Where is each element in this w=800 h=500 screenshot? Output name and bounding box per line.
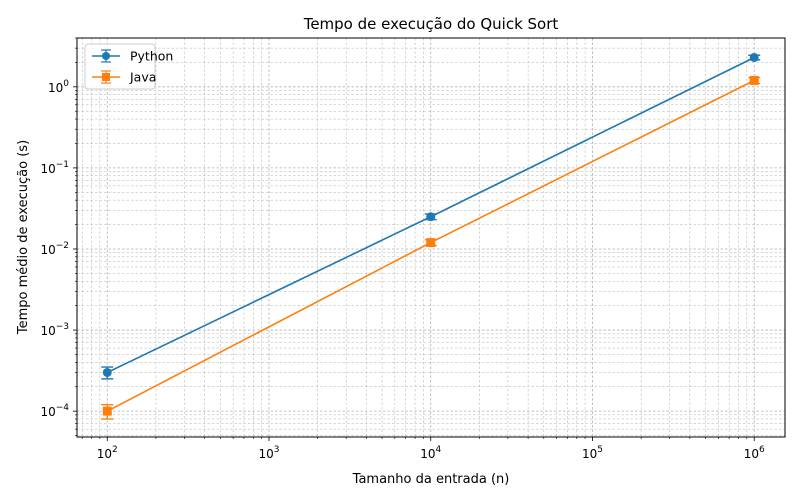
legend-label-java: Java: [129, 70, 156, 85]
data-point-java: [749, 75, 759, 85]
series-layer: [101, 52, 761, 420]
data-point-python: [102, 367, 112, 377]
y-axis-label: Tempo médio de execução (s): [16, 140, 31, 335]
data-point-java: [426, 238, 436, 248]
data-point-python: [426, 212, 436, 222]
legend-marker-python: [102, 52, 110, 60]
legend-marker-java: [102, 73, 110, 81]
data-point-java: [102, 406, 112, 416]
x-axis-label: Tamanho da entrada (n): [352, 472, 510, 487]
grid: [77, 37, 785, 437]
legend-label-python: Python: [130, 49, 173, 64]
legend: Python Java: [84, 43, 173, 90]
data-point-python: [749, 52, 759, 62]
chart-title: Tempo de execução do Quick Sort: [303, 15, 559, 33]
